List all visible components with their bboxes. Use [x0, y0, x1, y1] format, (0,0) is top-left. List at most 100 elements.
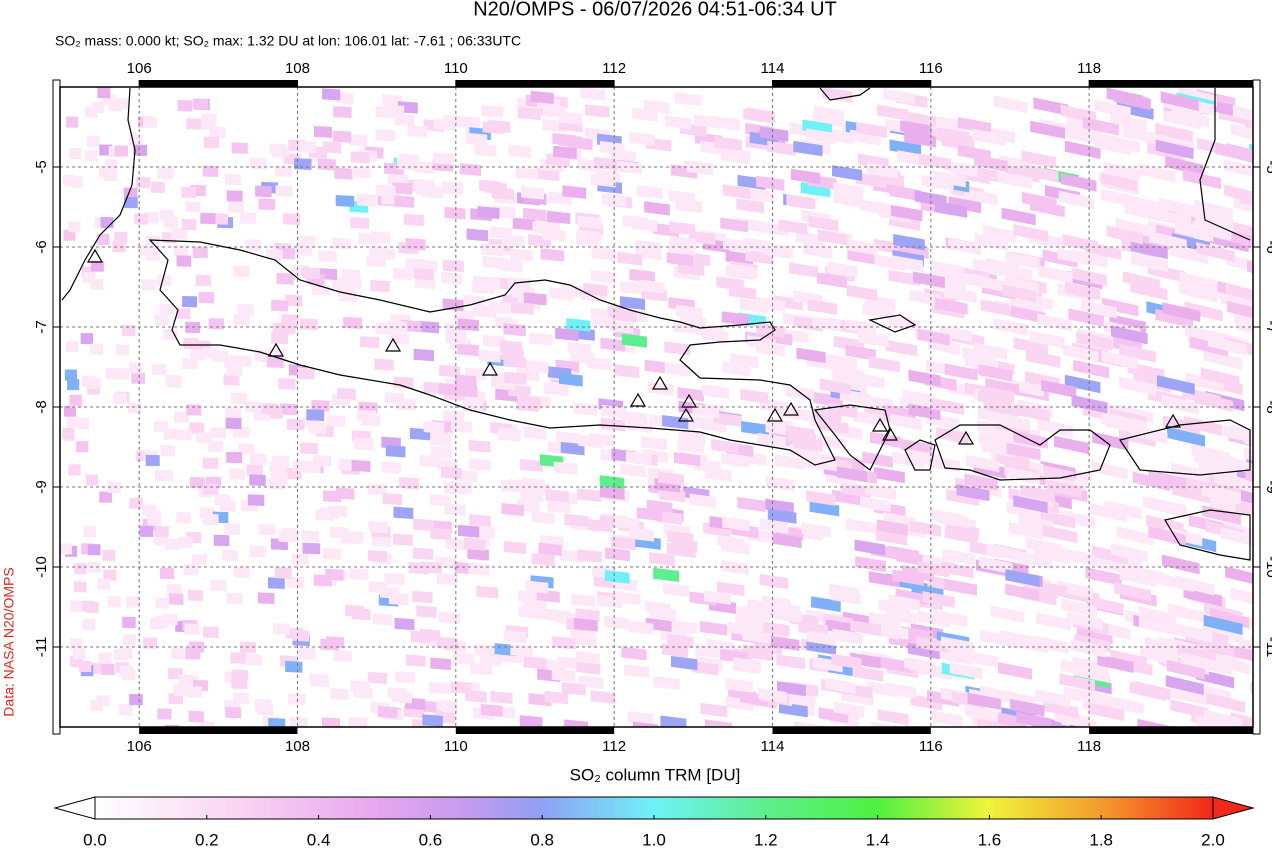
so2-pixel [1243, 447, 1253, 461]
so2-pixel [245, 239, 262, 251]
so2-pixel [644, 201, 670, 216]
so2-pixel [334, 167, 353, 180]
so2-pixel [497, 258, 520, 272]
so2-pixel [1002, 284, 1037, 303]
colorbar-tick-label: 1.4 [866, 830, 890, 849]
so2-pixel [611, 536, 637, 551]
so2-pixel [450, 420, 472, 434]
credit: Data: NASA N20/OMPS [1, 567, 17, 716]
so2-pixel [510, 301, 534, 315]
so2-pixel [503, 540, 527, 555]
so2-pixel [1046, 479, 1083, 499]
so2-pixel [1184, 301, 1223, 322]
so2-pixel [225, 417, 242, 430]
so2-pixel [375, 129, 395, 142]
so2-pixel [773, 607, 802, 624]
so2-pixel [474, 143, 497, 157]
so2-pixel [384, 572, 405, 586]
so2-pixel [457, 524, 480, 538]
so2-pixel [714, 412, 742, 427]
so2-pixel [1241, 489, 1253, 504]
so2-pixel [889, 184, 922, 202]
so2-pixel [163, 216, 179, 229]
so2-pixel [668, 190, 696, 205]
so2-pixel [64, 369, 77, 381]
coastline [1199, 88, 1251, 241]
so2-pixel [414, 161, 435, 174]
so2-pixel [153, 420, 169, 432]
so2-pixel [274, 567, 292, 579]
so2-pixel [1102, 297, 1139, 317]
so2-pixel [87, 135, 100, 147]
so2-pixel [1110, 543, 1148, 563]
so2-pixel [845, 344, 876, 361]
so2-pixel [226, 451, 243, 464]
coastline [819, 87, 871, 101]
so2-pixel [226, 592, 243, 605]
so2-pixel [577, 215, 602, 230]
so2-pixel [202, 165, 219, 177]
so2-pixel [559, 549, 584, 563]
so2-pixel [171, 647, 186, 660]
so2-pixel [964, 705, 999, 723]
so2-pixel [1071, 394, 1108, 414]
so2-pixel [294, 158, 312, 171]
so2-pixel [965, 454, 1000, 473]
so2-pixel [822, 87, 853, 103]
so2-pixel [806, 490, 836, 506]
colorbar: 0.0 0.2 0.4 0.6 0.8 1.0 1.2 1.4 1.6 1.8 2.0 [53, 796, 1255, 849]
so2-pixel [933, 170, 966, 188]
so2-pixel [599, 486, 625, 500]
so2-pixel [978, 364, 1013, 382]
so2-pixel [413, 348, 434, 362]
so2-pixel [553, 461, 578, 476]
so2-pixel [939, 325, 973, 343]
so2-pixel [614, 364, 640, 379]
so2-pixel [1162, 302, 1201, 323]
so2-pixel [756, 175, 785, 191]
so2-pixel [392, 182, 413, 195]
so2-pixel [1142, 496, 1181, 516]
so2-pixel [1247, 260, 1253, 274]
so2-pixel [343, 316, 362, 329]
so2-pixel [270, 473, 288, 485]
so2-pixel [1106, 415, 1143, 435]
so2-pixel [372, 613, 393, 626]
so2-pixel [503, 323, 526, 337]
so2-pixel [720, 217, 748, 233]
so2-pixel [183, 564, 199, 576]
so2-pixel [745, 646, 774, 662]
so2-pixel [1167, 426, 1206, 447]
so2-pixel [667, 633, 694, 649]
so2-pixel [1037, 265, 1073, 284]
so2-pixel [1010, 698, 1045, 717]
coastline [868, 314, 917, 333]
so2-pixel [890, 413, 922, 431]
so2-pixel [90, 278, 104, 290]
so2-pixel [660, 715, 687, 727]
so2-pixel [288, 693, 306, 706]
so2-pixel [81, 600, 94, 612]
so2-pixel [873, 466, 905, 484]
so2-pixel [100, 217, 114, 229]
so2-pixel [1194, 199, 1233, 220]
so2-pixel [230, 392, 247, 405]
so2-pixel [993, 95, 1028, 114]
so2-pixel [555, 327, 579, 342]
so2-pixel [69, 148, 82, 160]
so2-pixel [802, 242, 833, 259]
so2-pixel [825, 677, 856, 694]
so2-pixel [66, 340, 79, 352]
so2-pixel [134, 213, 149, 225]
so2-pixel [909, 289, 942, 307]
so2-pixel [224, 173, 241, 186]
so2-pixel [1057, 247, 1094, 267]
so2-pixel [439, 611, 460, 625]
so2-pixel [940, 561, 974, 579]
so2-pixel [457, 343, 479, 357]
so2-pixel [175, 307, 191, 320]
so2-pixel [1133, 373, 1171, 393]
so2-pixel [948, 196, 982, 214]
so2-pixel [656, 510, 683, 526]
so2-pixel [214, 494, 231, 506]
